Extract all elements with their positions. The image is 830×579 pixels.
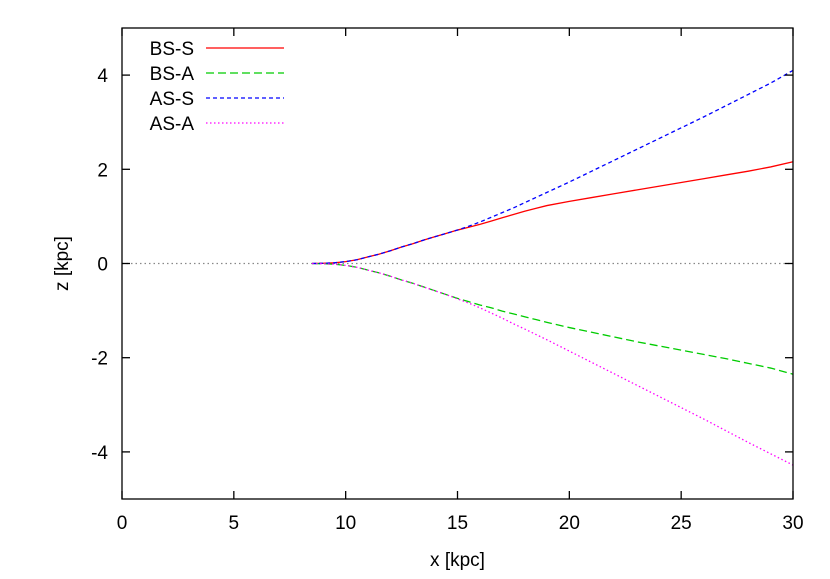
x-tick-label: 25	[671, 513, 692, 534]
x-tick-label: 0	[117, 513, 128, 534]
y-axis-ticks: -4 -2 0 2 4	[91, 66, 793, 464]
legend: BS-S BS-A AS-S AS-A	[150, 39, 284, 135]
x-tick-label: 5	[229, 513, 240, 534]
y-tick-label: -2	[91, 349, 108, 370]
y-tick-label: 2	[97, 160, 108, 181]
legend-label-as-s: AS-S	[150, 89, 194, 110]
x-axis-ticks: 0 5 10 15 20 25 30	[117, 28, 804, 534]
series-line-bs-a	[312, 262, 794, 375]
legend-label-bs-a: BS-A	[150, 64, 195, 85]
series-line-as-s	[312, 69, 794, 265]
x-tick-label: 30	[782, 513, 803, 534]
series-layer	[312, 69, 794, 466]
y-axis-label: z [kpc]	[52, 236, 73, 291]
y-tick-label: 4	[97, 66, 108, 87]
series-line-bs-s	[312, 161, 794, 265]
series-line-as-a	[312, 262, 794, 466]
x-tick-label: 20	[559, 513, 580, 534]
x-tick-label: 15	[447, 513, 468, 534]
y-tick-label: -4	[91, 443, 108, 464]
legend-label-bs-s: BS-S	[150, 39, 194, 60]
y-tick-label: 0	[97, 255, 108, 276]
legend-label-as-a: AS-A	[150, 114, 195, 135]
x-tick-label: 10	[335, 513, 356, 534]
x-axis-label: x [kpc]	[430, 550, 485, 571]
